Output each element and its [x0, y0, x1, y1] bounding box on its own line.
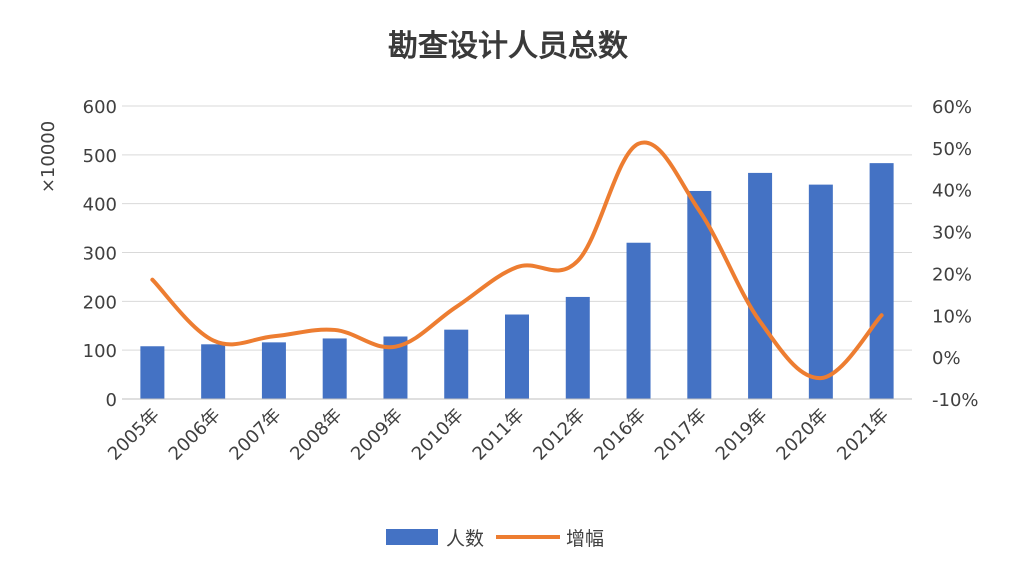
x-tick-label: 2017年: [651, 405, 711, 465]
x-tick-label: 2009年: [347, 405, 407, 465]
x-tick-label: 2019年: [712, 405, 772, 465]
right-tick-label: 10%: [932, 306, 972, 327]
bar: [262, 342, 286, 399]
y-axis-unit-label: ×10000: [38, 121, 59, 193]
x-tick-label: 2011年: [469, 405, 529, 465]
right-tick-label: 20%: [932, 264, 972, 285]
legend: 人数 增幅: [386, 528, 604, 550]
right-tick-label: 30%: [932, 223, 972, 244]
left-tick-label: 500: [83, 146, 117, 167]
right-axis: -10% 0% 10% 20% 30% 40% 50% 60%: [932, 97, 979, 411]
bar: [870, 163, 894, 399]
right-tick-label: 0%: [932, 348, 961, 369]
x-tick-label: 2020年: [772, 405, 832, 465]
left-tick-label: 300: [83, 244, 117, 265]
chart-title: 勘查设计人员总数: [388, 29, 629, 64]
bar: [323, 338, 347, 399]
bar: [505, 315, 529, 399]
right-tick-label: 40%: [932, 181, 972, 202]
legend-label-line: 增幅: [566, 528, 604, 550]
bar: [748, 173, 772, 399]
x-tick-label: 2016年: [590, 405, 650, 465]
bar: [566, 297, 590, 399]
right-tick-label: -10%: [932, 390, 979, 411]
x-tick-label: 2007年: [225, 405, 285, 465]
left-tick-label: 200: [83, 292, 117, 313]
x-tick-label: 2012年: [529, 405, 589, 465]
bar: [627, 243, 651, 399]
right-tick-label: 50%: [932, 139, 972, 160]
x-tick-label: 2008年: [286, 405, 346, 465]
bar: [809, 185, 833, 399]
x-tick-label: 2021年: [833, 405, 893, 465]
legend-bar-swatch: [386, 529, 438, 545]
bar: [201, 344, 225, 399]
left-tick-label: 400: [83, 195, 117, 216]
x-tick-label: 2005年: [104, 405, 164, 465]
bar: [444, 330, 468, 399]
bar-series: [140, 163, 893, 399]
right-tick-label: 60%: [932, 97, 972, 118]
legend-label-bar: 人数: [446, 528, 484, 550]
left-axis: 0 100 200 300 400 500 600: [83, 97, 117, 411]
left-tick-label: 0: [106, 390, 117, 411]
x-tick-label: 2006年: [165, 405, 225, 465]
left-tick-label: 100: [83, 341, 117, 362]
x-tick-label: 2010年: [408, 405, 468, 465]
bar: [140, 346, 164, 399]
left-tick-label: 600: [83, 97, 117, 118]
